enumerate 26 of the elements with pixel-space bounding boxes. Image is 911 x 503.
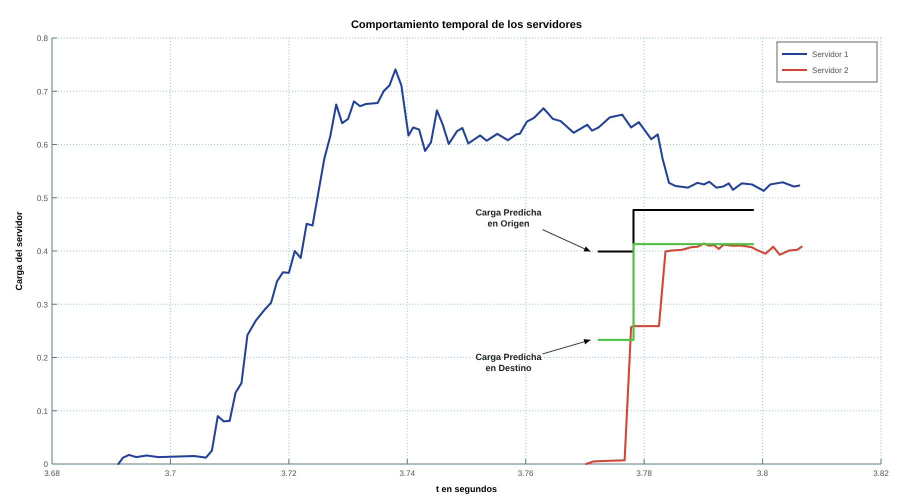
y-tick-label: 0.4 xyxy=(36,247,49,256)
y-tick-label: 0.5 xyxy=(36,194,49,203)
x-tick-label: 3.82 xyxy=(873,469,890,478)
y-tick-label: 0.7 xyxy=(36,87,49,96)
y-tick-label: 0.1 xyxy=(36,406,49,416)
x-tick-label: 3.74 xyxy=(399,469,416,478)
annotation: Carga Predicha en Destino xyxy=(476,352,543,373)
annotation: Carga Predicha en Origen xyxy=(476,208,543,229)
x-tick-label: 3.72 xyxy=(281,469,298,478)
y-tick-label: 0.3 xyxy=(36,300,49,310)
x-tick-label: 3.78 xyxy=(636,469,652,478)
x-axis-title: t en segundos xyxy=(436,484,498,494)
x-tick-label: 3.7 xyxy=(164,469,177,478)
x-tick-label: 3.68 xyxy=(44,469,60,478)
chart-title: Comportamiento temporal de los servidores xyxy=(350,19,582,31)
y-axis-title: Carga del servidor xyxy=(14,210,24,291)
y-tick-label: 0.2 xyxy=(36,354,49,362)
x-tick-label: 3.76 xyxy=(518,469,534,478)
line-series xyxy=(117,68,800,465)
y-tick-label: 0.8 xyxy=(36,34,49,43)
legend-label: Servidor 2 xyxy=(812,66,850,75)
y-tick-label: 0 xyxy=(44,460,49,469)
x-tick-label: 3.8 xyxy=(757,469,769,478)
legend-label: Servidor 1 xyxy=(812,50,850,59)
line-series xyxy=(585,242,803,465)
y-tick-label: 0.6 xyxy=(36,140,49,150)
